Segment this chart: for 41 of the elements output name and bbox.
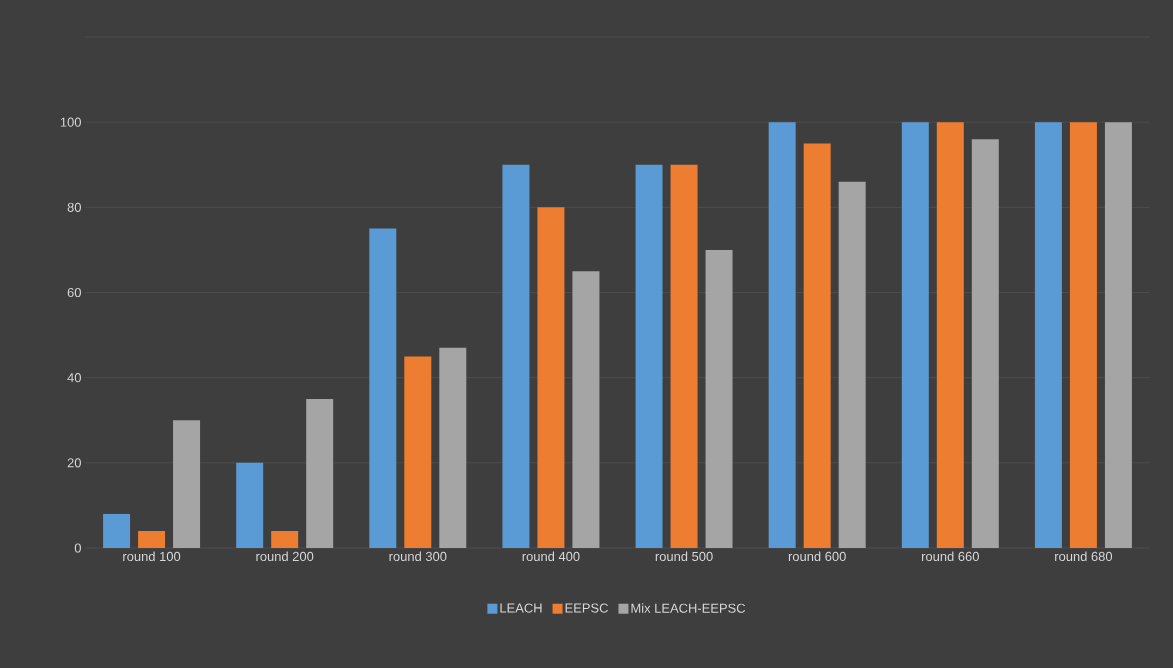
bar: [537, 207, 565, 548]
bar: [705, 249, 733, 548]
bar: [803, 143, 831, 548]
legend-label: LEACH: [500, 603, 542, 613]
x-tick-label: round 400: [522, 551, 580, 562]
bar: [670, 164, 698, 548]
bar: [103, 513, 131, 548]
legend-label: EEPSC: [565, 603, 608, 613]
bar: [138, 530, 166, 548]
bar: [236, 462, 264, 548]
x-tick-label: round 660: [922, 551, 979, 562]
bar: [173, 420, 201, 548]
bar: [1069, 122, 1097, 548]
y-tick-label: 0: [74, 543, 81, 553]
bar: [768, 122, 796, 548]
bar: [635, 164, 663, 548]
bar: [838, 181, 866, 548]
bar: [1034, 122, 1062, 548]
bar: [901, 122, 929, 548]
bar: [439, 347, 467, 548]
x-tick-label: round 680: [1055, 551, 1113, 562]
x-tick-label: round 500: [655, 551, 713, 562]
y-tick-label: 60: [67, 287, 81, 298]
x-tick-label: round 300: [389, 551, 447, 562]
y-tick-label: 40: [67, 373, 81, 383]
bar: [306, 398, 334, 548]
x-tick-label: round 100: [123, 551, 181, 562]
bar: [1104, 122, 1132, 548]
bar: [502, 164, 530, 548]
y-tick-label: 20: [67, 458, 81, 468]
bar: [369, 228, 397, 548]
x-tick-label: round 600: [788, 551, 846, 562]
bar: [572, 271, 600, 548]
y-tick-label: 100: [60, 117, 81, 127]
legend-label: Mix LEACH-EEPSC: [631, 603, 746, 613]
bar: [971, 139, 999, 548]
bar: [404, 356, 432, 548]
x-tick-label: round 200: [256, 551, 314, 562]
bar: [936, 122, 964, 548]
bar: [271, 530, 299, 548]
y-tick-label: 80: [67, 202, 81, 212]
